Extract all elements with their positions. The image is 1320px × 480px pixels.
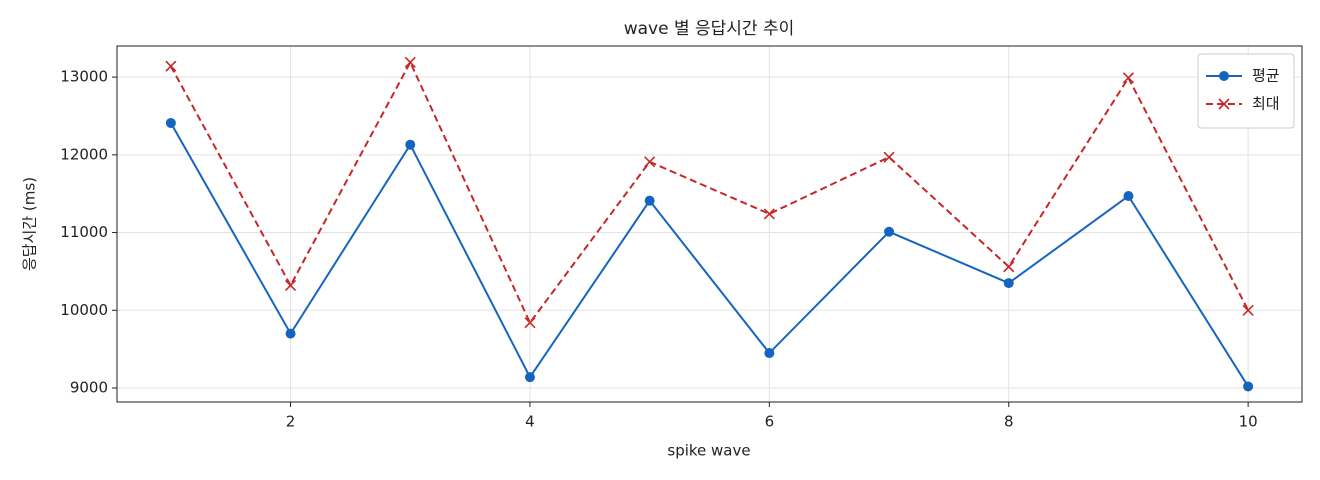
x-tick-label: 8 [1004,413,1014,431]
marker [165,117,176,128]
x-tick-label: 10 [1239,413,1258,431]
y-axis-label: 응답시간 (ms) [21,177,39,271]
y-tick-label: 11000 [60,223,108,241]
legend-box [1197,53,1295,129]
marker [524,372,535,383]
marker [1122,72,1135,84]
y-tick-label: 9000 [70,379,108,397]
x-axis-label: spike wave [667,442,750,460]
series-line [169,122,1249,387]
marker [764,348,775,359]
legend-label: 최대 [1252,95,1280,113]
chart-title: wave 별 응답시간 추이 [624,19,795,39]
marker [284,279,297,291]
marker [1003,261,1015,273]
marker [884,226,895,237]
legend-label: 평균 [1252,67,1280,85]
marker [1242,304,1254,316]
plot-frame [116,45,1303,403]
marker [165,60,177,72]
marker [883,151,895,163]
marker [524,317,536,329]
marker [644,156,656,168]
marker [1219,71,1229,81]
y-tick-label: 12000 [60,145,108,163]
marker [405,139,416,150]
marker [285,328,296,339]
marker [1003,278,1014,289]
y-tick-label: 13000 [60,68,108,86]
x-tick-label: 4 [525,413,535,431]
y-tick-label: 10000 [60,301,108,319]
x-tick-label: 2 [286,413,296,431]
series-line [169,60,1250,325]
marker [644,195,655,206]
marker [1243,381,1254,392]
marker [1123,191,1134,202]
x-tick-label: 6 [765,413,775,431]
marker [404,56,416,68]
marker [763,208,775,220]
marker [1218,98,1230,110]
